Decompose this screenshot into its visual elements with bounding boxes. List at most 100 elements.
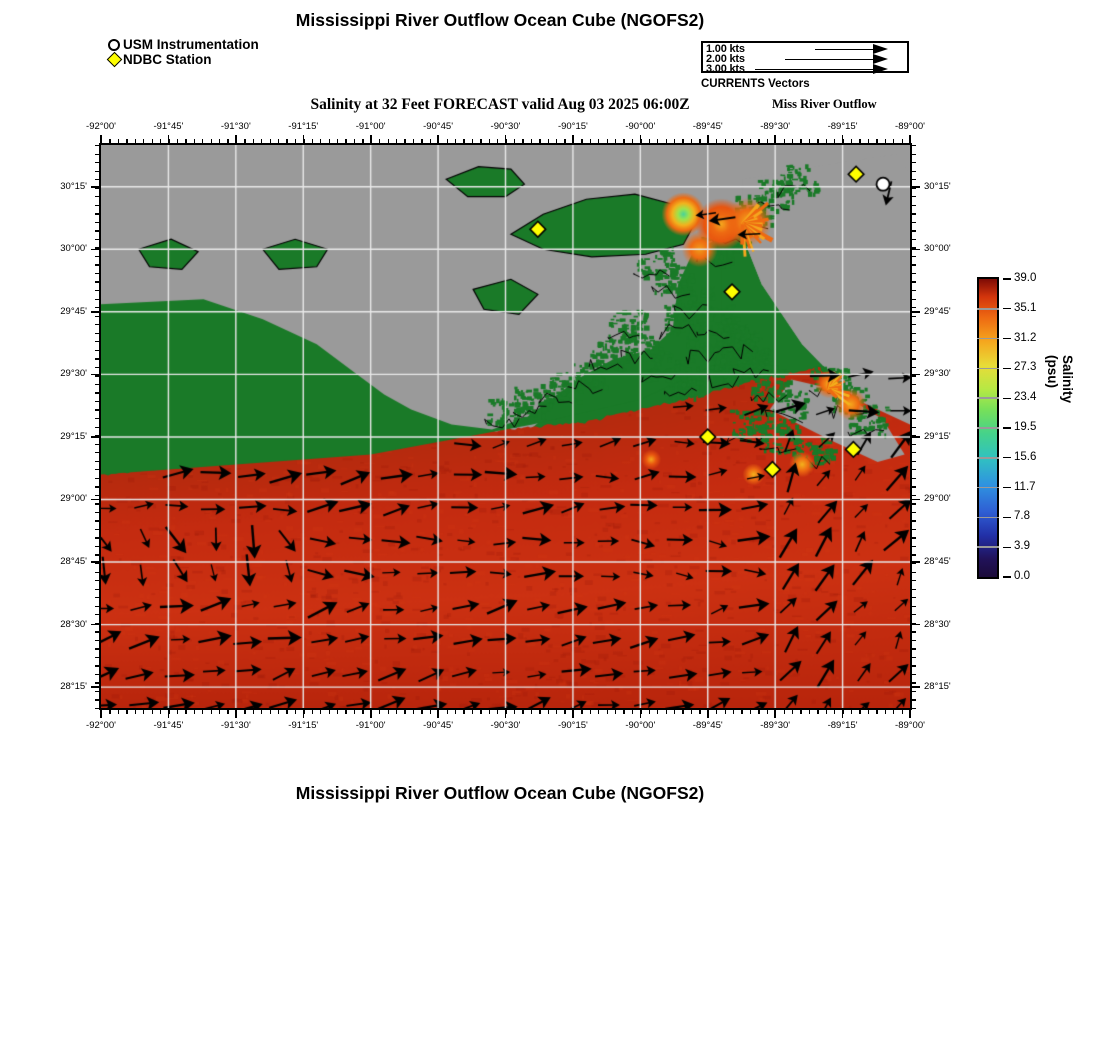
axis-minor-tick [682, 139, 684, 143]
axis-major-tick [912, 373, 920, 376]
colorbar-tickmark [1003, 308, 1011, 310]
axis-major-tick [302, 135, 305, 143]
axis-minor-tick [912, 588, 916, 590]
axis-minor-tick [193, 139, 195, 143]
axis-minor-tick [95, 520, 99, 522]
y-axis-tick-label: 28°15' [60, 681, 87, 693]
axis-minor-tick [912, 162, 916, 164]
legend-label-ndbc: NDBC Station [123, 52, 212, 67]
axis-minor-tick [95, 469, 99, 471]
x-axis-tick-label: -92°00' [86, 720, 116, 731]
axis-major-tick [912, 186, 920, 188]
axis-minor-tick [95, 170, 99, 172]
axis-minor-tick [657, 710, 659, 714]
axis-minor-tick [912, 545, 916, 548]
axis-minor-tick [792, 710, 794, 714]
axis-minor-tick [901, 139, 903, 143]
axis-minor-tick [912, 614, 916, 616]
axis-minor-tick [311, 139, 313, 143]
colorbar-tickline [977, 367, 999, 370]
vector-arrowhead-1 [873, 44, 888, 54]
axis-minor-tick [912, 708, 916, 710]
axis-minor-tick [808, 710, 811, 714]
salinity-map-plot[interactable] [99, 143, 912, 710]
axis-minor-tick [95, 221, 99, 224]
y-axis-tick-label: 30°00' [924, 243, 951, 255]
axis-minor-tick [454, 710, 457, 714]
axis-minor-tick [912, 221, 916, 224]
axis-minor-tick [912, 520, 916, 522]
axis-minor-tick [912, 528, 916, 531]
axis-major-tick [707, 710, 709, 718]
y-axis-tick-label: 29°30' [924, 368, 951, 380]
axis-minor-tick [912, 486, 916, 488]
axis-minor-tick [412, 139, 415, 143]
x-axis-tick-label: -89°00' [895, 121, 925, 132]
axis-minor-tick [690, 139, 693, 143]
vector-arrowhead-2 [873, 54, 888, 64]
axis-minor-tick [480, 710, 482, 714]
axis-minor-tick [690, 710, 693, 714]
axis-minor-tick [95, 324, 99, 326]
axis-minor-tick [480, 139, 482, 143]
axis-minor-tick [202, 139, 204, 143]
axis-minor-tick [95, 477, 99, 479]
axis-minor-tick [851, 139, 853, 143]
axis-minor-tick [581, 139, 583, 143]
axis-minor-tick [395, 710, 398, 714]
axis-minor-tick [151, 139, 153, 143]
colorbar-tick-label: 31.2 [1014, 331, 1037, 344]
y-axis-tick-label: 29°30' [60, 368, 87, 380]
axis-minor-tick [95, 196, 99, 198]
axis-minor-tick [95, 179, 99, 181]
axis-minor-tick [893, 139, 895, 143]
axis-minor-tick [218, 139, 221, 143]
axis-minor-tick [884, 710, 887, 714]
plot-subtitle: Salinity at 32 Feet FORECAST valid Aug 0… [310, 96, 690, 113]
axis-minor-tick [912, 477, 916, 479]
axis-minor-tick [109, 139, 111, 143]
axis-major-tick [91, 686, 99, 689]
axis-minor-tick [912, 324, 916, 326]
axis-minor-tick [912, 264, 916, 266]
y-axis-tick-label: 29°00' [924, 493, 951, 505]
colorbar-tickline [977, 427, 999, 429]
x-axis-tick-label: -91°15' [288, 121, 319, 132]
colorbar-tickmark [1003, 486, 1011, 489]
axis-minor-tick [362, 710, 364, 714]
axis-minor-tick [912, 281, 916, 283]
axis-minor-tick [581, 710, 583, 714]
axis-minor-tick [95, 690, 99, 693]
axis-minor-tick [244, 139, 246, 143]
axis-minor-tick [95, 588, 99, 590]
x-axis-tick-label: -89°15' [827, 121, 858, 132]
axis-minor-tick [261, 139, 263, 143]
axis-major-tick [91, 311, 99, 313]
axis-minor-tick [912, 315, 916, 317]
axis-minor-tick [95, 562, 99, 565]
colorbar-tickline [977, 308, 999, 310]
axis-minor-tick [912, 272, 916, 275]
axis-minor-tick [912, 170, 916, 172]
vector-shaft-2 [785, 59, 873, 61]
axis-minor-tick [252, 710, 254, 714]
x-axis-tick-label: -90°30' [490, 720, 521, 731]
axis-minor-tick [817, 139, 819, 143]
vector-shaft-3 [755, 69, 873, 71]
axis-minor-tick [277, 139, 280, 143]
axis-minor-tick [320, 710, 322, 714]
axis-minor-tick [95, 699, 99, 701]
y-axis-tick-label: 28°30' [924, 618, 951, 630]
axis-minor-tick [912, 230, 916, 232]
axis-minor-tick [227, 710, 229, 714]
axis-minor-tick [547, 139, 549, 143]
axis-minor-tick [783, 139, 785, 143]
axis-minor-tick [912, 213, 916, 215]
vector-legend-row-3: 3.00 kts [703, 63, 907, 75]
axis-minor-tick [404, 710, 406, 714]
footer-title: Mississippi River Outflow Ocean Cube (NG… [295, 783, 705, 803]
axis-minor-tick [539, 139, 541, 143]
axis-minor-tick [912, 358, 916, 360]
axis-minor-tick [95, 452, 99, 454]
axis-major-tick [235, 710, 237, 718]
